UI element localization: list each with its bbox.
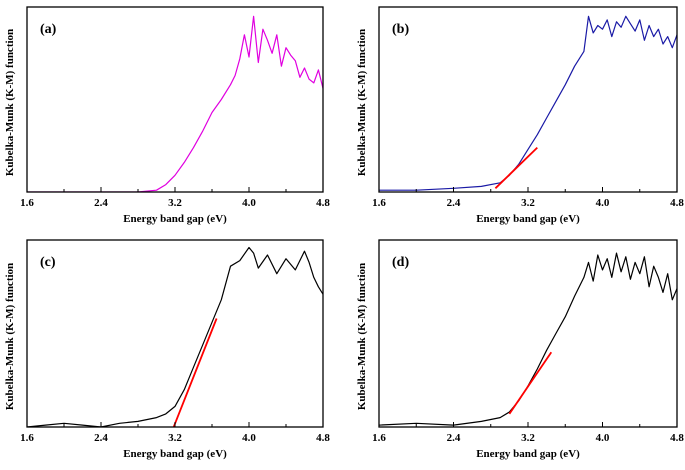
panel-b-xtick-label: 3.2 <box>521 197 535 209</box>
panel-d-series-spectrum <box>379 252 677 426</box>
panel-a-xlabel: Energy band gap (eV) <box>123 213 227 225</box>
panel-b-label: (b) <box>392 22 409 37</box>
panel-d: 1.6 2.4 3.2 4.0 4.8 Energy band gap (eV) Kubel… <box>356 239 684 460</box>
panel-b-xlabel: Energy band gap (eV) <box>476 213 580 225</box>
panel-d-xlabel: Energy band gap (eV) <box>476 448 580 460</box>
panel-c-xtick-label: 2.4 <box>94 432 108 444</box>
panel-c-xlabel: Energy band gap (eV) <box>123 448 227 460</box>
panel-a-xtick-label: 4.8 <box>316 197 330 209</box>
panel-a-xtick-label: 3.2 <box>168 197 182 209</box>
panel-b-ylabel: Kubelka-Munk (K-M) function <box>356 29 368 176</box>
panel-c-xtick-label: 1.6 <box>20 432 34 444</box>
panel-c-xtick-label: 3.2 <box>168 432 182 444</box>
panel-d-series-fit <box>508 351 553 415</box>
panel-b-series-spectrum <box>379 15 677 191</box>
panel-a-series-spectrum <box>27 15 323 192</box>
panel-c-ylabel: Kubelka-Munk (K-M) function <box>4 263 16 410</box>
panel-a-label: (a) <box>40 22 57 37</box>
panel-b-xtick-label: 4.8 <box>670 197 684 209</box>
panel-a-ylabel: Kubelka-Munk (K-M) function <box>4 29 16 176</box>
panel-d-xtick-label: 3.2 <box>521 432 535 444</box>
panel-b-xtick-label: 2.4 <box>447 197 461 209</box>
panel-c-xtick-label: 4.0 <box>242 432 256 444</box>
panel-a-xtick-label: 2.4 <box>94 197 108 209</box>
panel-a-xtick-label: 1.6 <box>20 197 34 209</box>
panel-c-series-spectrum <box>27 246 323 427</box>
panel-b-xtick-label: 4.0 <box>596 197 610 209</box>
panel-d-xtick-label: 1.6 <box>372 432 386 444</box>
panel-b: 1.6 2.4 3.2 4.0 4.8 Energy band gap (eV) Kubel… <box>356 6 684 225</box>
panel-d-ylabel: Kubelka-Munk (K-M) function <box>356 263 368 410</box>
panel-c: 1.6 2.4 3.2 4.0 4.8 Energy band gap (eV) Kubel… <box>4 239 330 460</box>
panel-d-label: (d) <box>392 255 409 270</box>
panel-a-frame <box>26 6 324 193</box>
panel-b-series-fit <box>494 146 538 189</box>
panel-b-xtick-label: 1.6 <box>372 197 386 209</box>
panel-b-frame <box>378 6 678 193</box>
panel-d-xtick-label: 2.4 <box>447 432 461 444</box>
panel-d-frame <box>378 239 678 428</box>
panel-a-xtick-label: 4.0 <box>242 197 256 209</box>
panel-d-xtick-label: 4.0 <box>596 432 610 444</box>
panel-c-xtick-label: 4.8 <box>316 432 330 444</box>
panel-d-xtick-label: 4.8 <box>670 432 684 444</box>
panel-c-series-fit <box>172 318 218 427</box>
panel-c-frame <box>26 239 324 428</box>
panel-a: 1.6 2.4 3.2 4.0 4.8 Energy band gap (eV) Kubel… <box>4 6 330 225</box>
panel-c-label: (c) <box>40 255 56 270</box>
